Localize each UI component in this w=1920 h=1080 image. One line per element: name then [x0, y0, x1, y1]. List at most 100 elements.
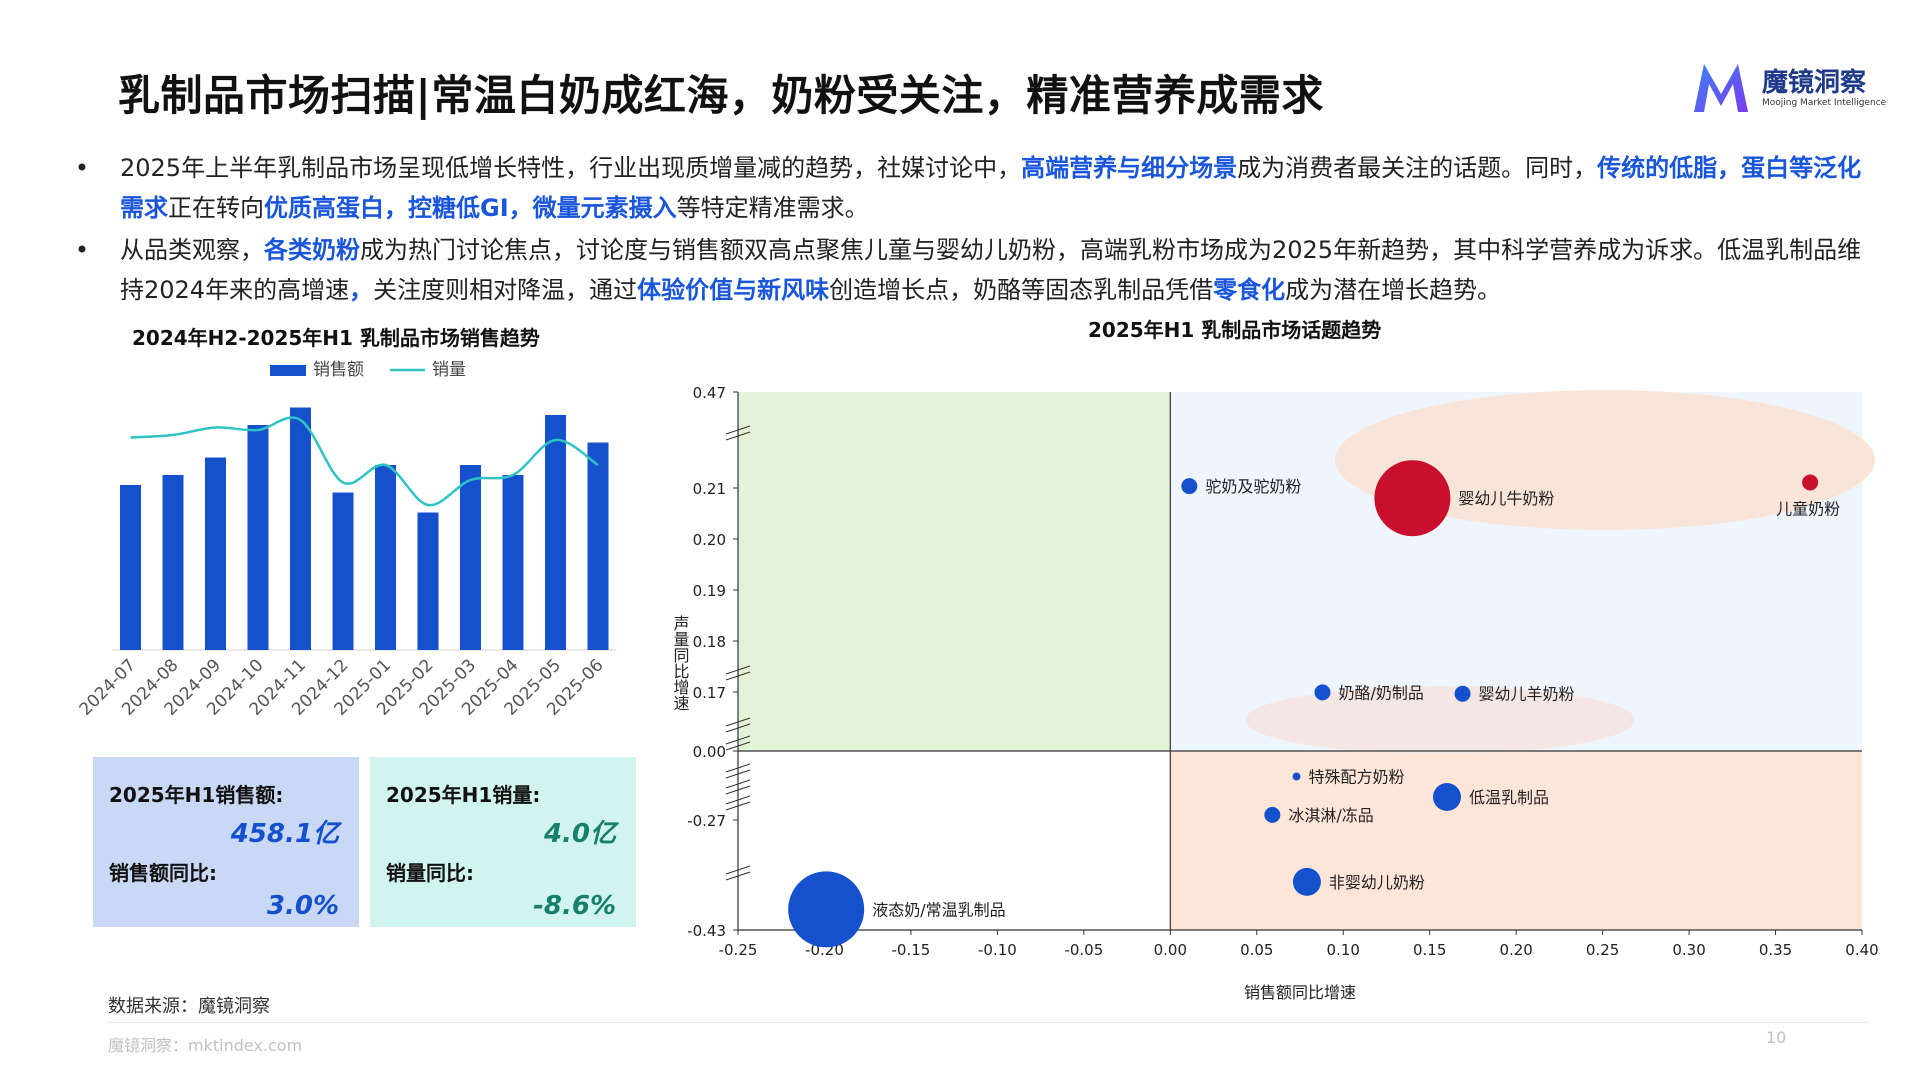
highlight-ellipse-top	[1335, 390, 1875, 530]
bar	[460, 465, 481, 650]
bubble-point	[1432, 783, 1461, 811]
logo-name: 魔镜洞察	[1762, 68, 1867, 98]
y-tick-label: 0.47	[693, 384, 726, 402]
bubble-label: 婴幼儿羊奶粉	[1479, 685, 1575, 704]
page-number: 10	[1766, 1028, 1787, 1047]
axis-break-mark	[725, 795, 751, 811]
axis-break-mark	[725, 763, 751, 779]
bar	[545, 415, 566, 650]
y-tick-label: 0.19	[693, 582, 726, 600]
kpi-sales-label: 2025年H1销售额:	[109, 783, 284, 807]
bubble-label: 低温乳制品	[1469, 788, 1549, 807]
bubble-point	[1454, 685, 1471, 702]
body-text: 正在转向	[168, 194, 264, 222]
bubble-point	[1292, 867, 1321, 896]
logo: 魔镜洞察 Moojing Market Intelligence	[1690, 58, 1890, 116]
bar	[417, 512, 439, 650]
bubble-label: 驼奶及驼奶粉	[1205, 477, 1301, 496]
axis-break-mark	[725, 717, 751, 733]
quadrant-bottom-right	[1170, 751, 1862, 930]
bar	[290, 407, 311, 650]
bubble-label: 儿童奶粉	[1776, 499, 1840, 518]
bubble-point	[1314, 684, 1331, 701]
bar	[502, 475, 524, 650]
topic-trend-chart: 0.470.210.200.190.180.170.00-0.27-0.43-0…	[671, 384, 1879, 1002]
bubble-label: 特殊配方奶粉	[1309, 768, 1405, 787]
data-source: 数据来源：魔镜洞察	[108, 996, 270, 1017]
bar	[120, 485, 141, 650]
highlight-text: 零食化	[1213, 276, 1286, 304]
y-tick-label: 0.17	[693, 684, 726, 702]
x-tick-label: 0.35	[1759, 941, 1792, 959]
x-tick-label: 0.20	[1499, 941, 1532, 959]
bubble-label: 液态奶/常温乳制品	[872, 900, 1005, 919]
axis-break-mark	[725, 665, 751, 681]
bubble-point	[1292, 772, 1301, 781]
bubble-point	[788, 871, 865, 948]
legend-label-line: 销量	[432, 360, 466, 380]
y-axis-label: 声量同比增速	[671, 615, 690, 711]
highlight-text: 各类奶粉	[264, 236, 360, 264]
body-text: 关注度则相对降温，通过	[373, 276, 638, 304]
x-tick-label: 0.00	[1154, 941, 1187, 959]
volume-line	[130, 416, 599, 507]
bubble-point	[1374, 460, 1451, 537]
left-chart-title: 2024年H2-2025年H1 乳制品市场销售趋势	[132, 326, 540, 350]
axis-break-mark	[725, 865, 751, 881]
highlight-text: 高端营养与细分场景	[1021, 154, 1238, 182]
bubble-label: 奶酪/奶制品	[1338, 683, 1423, 702]
logo-m-icon	[1694, 64, 1748, 112]
legend-swatch-bar	[270, 365, 306, 376]
bar	[162, 475, 184, 650]
body-text: 成为潜在增长趋势。	[1285, 276, 1502, 304]
quadrant-top-left	[738, 392, 1171, 751]
kpi-sales-yoy-label: 销售额同比:	[109, 861, 217, 885]
body-text: 成为消费者最关注的话题。同时，	[1237, 154, 1598, 182]
bar	[247, 425, 269, 650]
x-tick-label: 0.15	[1413, 941, 1446, 959]
axis-break-mark	[725, 425, 751, 441]
x-tick-label: 0.40	[1845, 941, 1878, 959]
bar	[205, 457, 226, 650]
x-axis-label: 销售额同比增速	[1244, 983, 1356, 1002]
y-tick-label: -0.43	[687, 922, 726, 940]
x-tick-label: -0.15	[892, 941, 931, 959]
bullet-paragraph: • 2025年上半年乳制品市场呈现低增长特性，行业出现质增量减的趋势，社媒讨论中，…	[72, 148, 1862, 228]
highlight-ellipse-middle	[1245, 686, 1635, 754]
x-tick-label: -0.25	[719, 941, 758, 959]
x-tick-label: 0.05	[1240, 941, 1273, 959]
legend-label-bar: 销售额	[313, 360, 364, 380]
body-text: 创造增长点，奶酪等固态乳制品凭借	[829, 276, 1214, 304]
axis-break-mark	[725, 735, 751, 751]
highlight-text: 体验价值与新风味	[637, 276, 830, 304]
bubble-point	[1181, 478, 1198, 495]
axis-break-mark	[725, 779, 751, 795]
body-text: 等特定精准需求。	[676, 194, 869, 222]
bullet-dot: •	[74, 236, 90, 264]
bubble-point	[1264, 806, 1281, 823]
page-title: 乳制品市场扫描|常温白奶成红海，奶粉受关注，精准营养成需求	[118, 71, 1324, 120]
kpi-volume-value: 4.0亿	[543, 819, 616, 849]
bubble-label: 冰淇淋/冻品	[1288, 806, 1373, 825]
kpi-sales-yoy-value: 3.0%	[266, 891, 339, 921]
body-text: 2025年上半年乳制品市场呈现低增长特性，行业出现质增量减的趋势，社媒讨论中，	[120, 154, 1022, 182]
x-tick-label: 0.30	[1672, 941, 1705, 959]
x-tick-label: -0.05	[1064, 941, 1103, 959]
body-text: 从品类观察，	[120, 236, 264, 264]
bubble-label: 非婴幼儿奶粉	[1329, 873, 1425, 892]
kpi-sales-box: 2025年H1销售额: 458.1亿 销售额同比: 3.0%	[93, 757, 359, 927]
bubble-point	[1802, 474, 1819, 491]
x-tick-label: 0.10	[1327, 941, 1360, 959]
kpi-volume-yoy-label: 销量同比:	[386, 861, 474, 885]
highlight-text: 传统的低脂，蛋白等泛化需求	[120, 154, 1862, 222]
footer-divider	[108, 1022, 1868, 1023]
logo-subtitle: Moojing Market Intelligence	[1762, 98, 1887, 108]
summary-bullets: • 2025年上半年乳制品市场呈现低增长特性，行业出现质增量减的趋势，社媒讨论中，…	[72, 148, 1862, 310]
bullet-paragraph: • 从品类观察，各类奶粉成为热门讨论焦点，讨论度与销售额双高点聚焦儿童与婴幼儿奶粉…	[72, 230, 1862, 310]
sales-trend-chart: 销售额 销量2024-072024-082024-092024-102024-11…	[76, 360, 617, 720]
highlight-text: 优质高蛋白，控糖低GI，微量元素摄入	[264, 194, 677, 222]
bar	[587, 442, 609, 650]
y-tick-label: 0.20	[693, 531, 726, 549]
bar	[332, 492, 354, 650]
footer-text: 魔镜洞察：mktindex.com	[108, 1036, 303, 1055]
